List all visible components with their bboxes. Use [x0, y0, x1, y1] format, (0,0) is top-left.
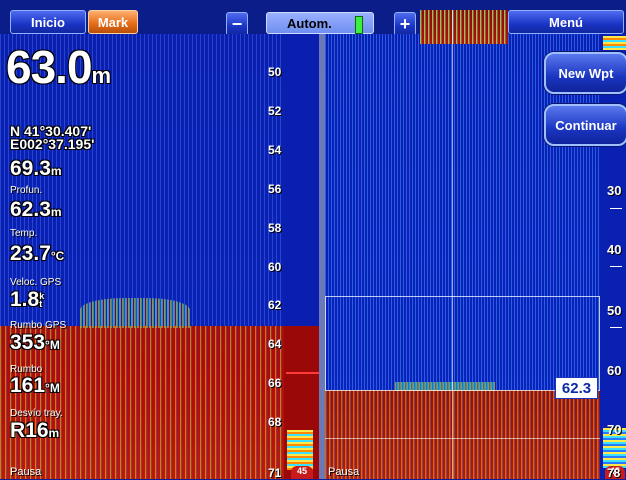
depth-unit: m	[50, 164, 62, 178]
left-scale-label: 52	[268, 104, 282, 118]
right-scale-label: 70	[607, 422, 622, 437]
mark-button[interactable]: Mark	[88, 10, 138, 34]
continue-button[interactable]: Continuar	[544, 104, 626, 146]
gain-level-indicator	[355, 16, 363, 34]
left-scale-box: 45	[291, 466, 313, 479]
right-scale-box: 45	[605, 466, 625, 479]
right-scale-tick	[610, 327, 622, 328]
home-button[interactable]: Inicio	[10, 10, 86, 34]
temp-readout: 23.7°C	[10, 242, 64, 266]
left-scale-label: 54	[268, 143, 282, 157]
heading-value: 161	[10, 374, 46, 397]
xte-label: Desvío tray.	[10, 408, 63, 419]
speed-label: Veloc. GPS	[10, 277, 62, 288]
speed-value: 1.8	[10, 288, 40, 311]
temp-unit: °C	[50, 249, 65, 263]
speed-unit-bottom: t	[39, 299, 43, 309]
left-scale-label: 56	[268, 182, 282, 196]
left-scale-label: 62	[268, 298, 282, 312]
xte-value: R16	[10, 419, 49, 442]
speed-readout: 1.8 k t	[10, 288, 44, 312]
xte-unit: m	[48, 426, 60, 440]
gps-heading-label: Rumbo GPS	[10, 320, 67, 331]
right-scale-tick	[610, 266, 622, 267]
left-scale-label: 68	[268, 415, 282, 429]
depth-label: Profun.	[10, 185, 43, 196]
water-depth-readout: 62.3m	[10, 198, 62, 222]
right-scale-label: 40	[607, 242, 622, 257]
gps-heading-value: 353	[10, 331, 46, 354]
right-scale-label: 78	[607, 466, 621, 480]
gps-heading-readout: 353°M	[10, 331, 60, 355]
sonar-surface-clutter	[420, 10, 508, 44]
cursor-horizontal-line	[325, 438, 600, 439]
position-readout: N 41°30.407' E002°37.195'	[10, 123, 95, 152]
right-scale-label: 30	[607, 183, 622, 198]
heading-unit: °M	[45, 381, 60, 395]
gps-heading-unit: °M	[45, 338, 60, 352]
left-scale-label: 64	[268, 337, 282, 351]
main-depth-unit: m	[91, 63, 112, 88]
position-lat: N 41°30.407'	[10, 123, 92, 139]
position-lon: E002°37.195'	[10, 136, 95, 152]
temp-label: Temp.	[10, 228, 38, 239]
zoom-in-button[interactable]: +	[394, 12, 416, 36]
current-depth-marker: 62.3	[555, 377, 598, 399]
water-depth-value: 62.3	[10, 198, 51, 221]
left-scale-label: 58	[268, 221, 282, 235]
heading-label: Rumbo	[10, 364, 43, 375]
zoom-out-button[interactable]: −	[226, 12, 248, 36]
gain-mode-label: Autom.	[287, 15, 332, 31]
left-scale-label: 71	[268, 466, 282, 480]
right-ascope-bottom	[603, 428, 626, 468]
depth-readout: 69.3m	[10, 157, 62, 181]
new-waypoint-button[interactable]: New Wpt	[544, 52, 626, 94]
zoom-window-box	[325, 296, 600, 391]
main-depth-readout: 63.0m	[6, 40, 112, 94]
sonar-bottom-return-right	[325, 390, 600, 479]
heading-readout: 161°M	[10, 374, 60, 398]
cursor-vertical-line	[452, 10, 453, 479]
gain-auto-button[interactable]: Autom.	[266, 12, 374, 34]
sonar-fish-arch-right	[395, 382, 495, 391]
left-scale-label: 50	[268, 65, 282, 79]
pause-indicator-left: Pausa	[10, 466, 42, 478]
right-ascope-top	[603, 36, 626, 50]
left-depth-marker	[286, 372, 320, 374]
left-ascope-bar	[287, 430, 313, 470]
temp-value: 23.7	[10, 242, 51, 265]
water-depth-unit: m	[50, 205, 62, 219]
left-scale-label: 66	[268, 376, 282, 390]
xte-readout: R16m	[10, 419, 59, 443]
panel-divider[interactable]	[319, 34, 325, 479]
main-depth-value: 63.0	[6, 41, 93, 93]
right-scale-tick	[610, 208, 622, 209]
right-scale-label: 50	[607, 303, 622, 318]
depth-value: 69.3	[10, 157, 51, 180]
sonar-fish-arch	[80, 298, 190, 328]
pause-indicator-right: Pausa	[328, 466, 360, 478]
menu-button[interactable]: Menú	[508, 10, 624, 34]
sonar-bottom-return-left	[0, 326, 286, 479]
left-scale-label: 60	[268, 260, 282, 274]
right-scale-label: 60	[607, 363, 622, 378]
speed-unit-top: k	[39, 291, 45, 301]
